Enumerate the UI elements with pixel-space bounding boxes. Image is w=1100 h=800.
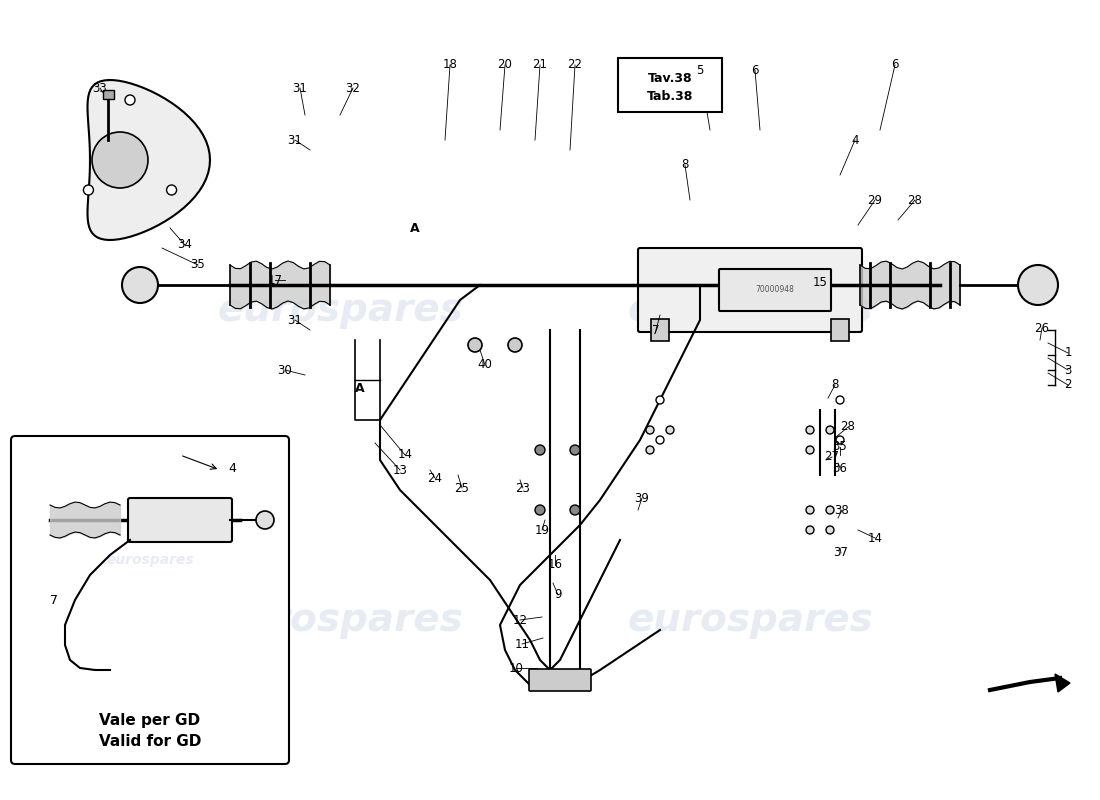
Text: 33: 33 xyxy=(92,82,108,94)
Circle shape xyxy=(570,505,580,515)
Text: Tav.38: Tav.38 xyxy=(648,71,692,85)
Polygon shape xyxy=(88,80,210,240)
FancyBboxPatch shape xyxy=(830,319,849,341)
Text: 1: 1 xyxy=(1065,346,1071,359)
Text: 27: 27 xyxy=(825,450,839,463)
Text: 39: 39 xyxy=(635,491,649,505)
Text: 8: 8 xyxy=(681,158,689,171)
Text: A: A xyxy=(355,382,365,394)
Text: 12: 12 xyxy=(513,614,528,626)
Text: Vale per GD: Vale per GD xyxy=(99,713,200,727)
Circle shape xyxy=(806,426,814,434)
Text: 6: 6 xyxy=(891,58,899,71)
Circle shape xyxy=(166,185,177,195)
Text: 34: 34 xyxy=(177,238,192,251)
Circle shape xyxy=(806,446,814,454)
Text: 22: 22 xyxy=(568,58,583,71)
FancyBboxPatch shape xyxy=(651,319,669,341)
Text: 4: 4 xyxy=(851,134,859,146)
Circle shape xyxy=(535,445,544,455)
Text: eurospares: eurospares xyxy=(627,601,873,639)
Text: eurospares: eurospares xyxy=(217,291,463,329)
Text: 14: 14 xyxy=(397,449,412,462)
Text: 28: 28 xyxy=(840,421,856,434)
Text: 15: 15 xyxy=(813,277,827,290)
Circle shape xyxy=(570,445,580,455)
Text: 20: 20 xyxy=(497,58,513,71)
Text: 37: 37 xyxy=(834,546,848,559)
Text: 13: 13 xyxy=(393,463,407,477)
Circle shape xyxy=(806,506,814,514)
FancyBboxPatch shape xyxy=(128,498,232,542)
Text: A: A xyxy=(410,222,420,234)
Text: 5: 5 xyxy=(696,63,704,77)
Text: 18: 18 xyxy=(442,58,458,71)
Text: 38: 38 xyxy=(835,503,849,517)
Text: 8: 8 xyxy=(832,378,838,391)
Text: 31: 31 xyxy=(287,134,303,146)
Text: 24: 24 xyxy=(428,471,442,485)
Text: 31: 31 xyxy=(293,82,307,94)
FancyBboxPatch shape xyxy=(102,90,113,98)
Circle shape xyxy=(806,526,814,534)
Circle shape xyxy=(468,338,482,352)
Text: 6: 6 xyxy=(751,63,759,77)
Text: 28: 28 xyxy=(908,194,923,206)
Circle shape xyxy=(535,505,544,515)
Text: 35: 35 xyxy=(190,258,206,271)
Circle shape xyxy=(656,396,664,404)
Circle shape xyxy=(1018,265,1058,305)
Text: 10: 10 xyxy=(508,662,524,674)
Circle shape xyxy=(826,426,834,434)
Text: 4: 4 xyxy=(228,462,235,474)
Text: 9: 9 xyxy=(554,589,562,602)
Circle shape xyxy=(666,426,674,434)
Text: 11: 11 xyxy=(515,638,529,650)
Circle shape xyxy=(646,426,654,434)
Text: 7: 7 xyxy=(652,323,660,337)
Circle shape xyxy=(92,132,148,188)
Text: 17: 17 xyxy=(267,274,283,286)
Text: 25: 25 xyxy=(454,482,470,494)
Text: 7: 7 xyxy=(50,594,58,606)
FancyBboxPatch shape xyxy=(11,436,289,764)
Text: 32: 32 xyxy=(345,82,361,94)
Text: 16: 16 xyxy=(548,558,562,571)
Text: 21: 21 xyxy=(532,58,548,71)
Text: eurospares: eurospares xyxy=(217,601,463,639)
Circle shape xyxy=(122,267,158,303)
Text: 30: 30 xyxy=(277,363,293,377)
Circle shape xyxy=(656,436,664,444)
Circle shape xyxy=(826,526,834,534)
Text: 70000948: 70000948 xyxy=(756,286,794,294)
Polygon shape xyxy=(1055,674,1070,692)
Circle shape xyxy=(646,446,654,454)
Circle shape xyxy=(125,95,135,105)
FancyBboxPatch shape xyxy=(618,58,722,112)
Text: 2: 2 xyxy=(1065,378,1071,391)
FancyBboxPatch shape xyxy=(529,669,591,691)
Circle shape xyxy=(256,511,274,529)
Text: 26: 26 xyxy=(1034,322,1049,334)
Text: eurospares: eurospares xyxy=(627,291,873,329)
Circle shape xyxy=(84,185,94,195)
Text: 31: 31 xyxy=(287,314,303,326)
Text: 3: 3 xyxy=(1065,363,1071,377)
Text: 19: 19 xyxy=(535,523,550,537)
FancyBboxPatch shape xyxy=(719,269,830,311)
Text: 36: 36 xyxy=(833,462,847,474)
Text: 14: 14 xyxy=(868,531,882,545)
Circle shape xyxy=(508,338,522,352)
Circle shape xyxy=(836,436,844,444)
Circle shape xyxy=(826,506,834,514)
Text: 23: 23 xyxy=(516,482,530,494)
Text: 29: 29 xyxy=(868,194,882,206)
Text: 35: 35 xyxy=(833,441,847,454)
FancyBboxPatch shape xyxy=(638,248,862,332)
Circle shape xyxy=(836,396,844,404)
Text: Valid for GD: Valid for GD xyxy=(99,734,201,750)
Text: 40: 40 xyxy=(477,358,493,371)
Text: Tab.38: Tab.38 xyxy=(647,90,693,102)
Text: eurospares: eurospares xyxy=(107,553,194,567)
